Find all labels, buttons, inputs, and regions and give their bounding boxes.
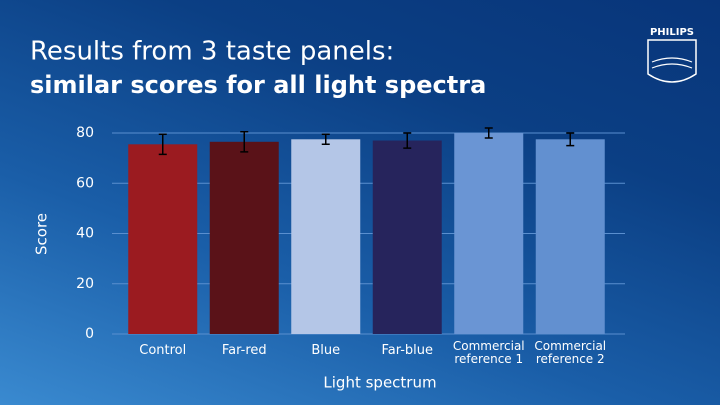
error-bar bbox=[321, 133, 330, 146]
error-bar bbox=[484, 127, 493, 139]
x-tick-label: Control bbox=[139, 343, 187, 358]
chart-title: Results from 3 taste panels: bbox=[30, 37, 394, 67]
logo-text: PHILIPS bbox=[650, 27, 694, 38]
bar bbox=[454, 133, 524, 334]
bar bbox=[291, 139, 361, 334]
y-tick-label: 40 bbox=[76, 226, 94, 242]
bar bbox=[535, 139, 605, 334]
logo-shield bbox=[647, 39, 697, 83]
bar bbox=[128, 144, 198, 334]
x-tick-label: Blue bbox=[311, 343, 341, 358]
x-tick-label: Far-red bbox=[221, 343, 267, 358]
chart-subtitle: similar scores for all light spectra bbox=[30, 71, 486, 99]
x-tick-label: Commercial reference 1 bbox=[452, 339, 525, 366]
x-tick-label: Far-blue bbox=[381, 343, 434, 358]
x-tick-label: Commercial reference 2 bbox=[534, 339, 607, 366]
error-bar bbox=[403, 132, 412, 149]
logo: PHILIPS bbox=[647, 27, 697, 83]
bar bbox=[372, 140, 442, 334]
x-axis-label: Light spectrum bbox=[323, 374, 436, 392]
y-tick-label: 80 bbox=[76, 125, 94, 141]
y-axis-label: Score bbox=[33, 213, 51, 255]
error-bar bbox=[158, 133, 167, 156]
y-tick-label: 20 bbox=[76, 276, 94, 292]
y-tick-label: 60 bbox=[76, 175, 94, 191]
error-bar bbox=[566, 132, 575, 147]
y-tick-label: 0 bbox=[85, 326, 94, 342]
error-bar bbox=[240, 130, 249, 153]
logo-waves bbox=[651, 57, 693, 69]
bar bbox=[209, 141, 279, 334]
